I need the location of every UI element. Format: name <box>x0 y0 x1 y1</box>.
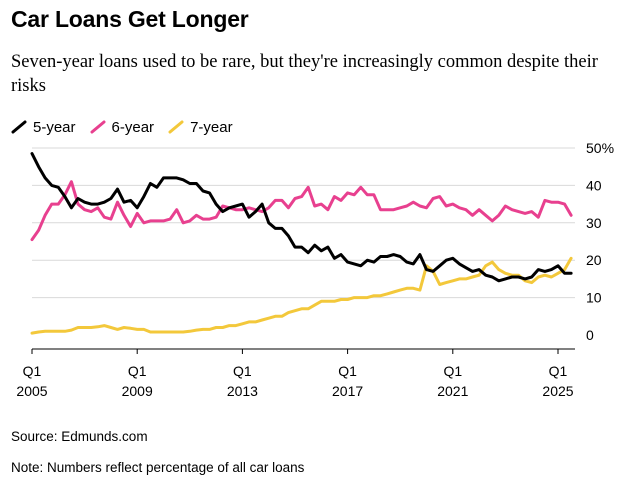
x-tick-label-q-2009: Q1 <box>128 363 147 379</box>
legend-label-7-year: 7-year <box>190 118 233 136</box>
series-line-7-year <box>30 256 573 335</box>
series-line-5-year <box>30 152 573 283</box>
y-tick-label-50: 50% <box>586 140 614 156</box>
x-tick-label-year-2013: 2013 <box>227 383 258 399</box>
footnote: Note: Numbers reflect percentage of all … <box>11 460 305 475</box>
y-tick-label-0: 0 <box>586 327 594 343</box>
legend-swatch-6-year <box>90 120 106 134</box>
chart-subtitle: Seven-year loans used to be rare, but th… <box>11 52 598 96</box>
x-tick-label-q-2021: Q1 <box>443 363 462 379</box>
x-tick-label-q-2005: Q1 <box>23 363 42 379</box>
legend: 5-year 6-year 7-year <box>11 117 247 137</box>
legend-item-7-year: 7-year <box>168 119 233 136</box>
legend-label-5-year: 5-year <box>33 118 76 136</box>
legend-label-6-year: 6-year <box>111 118 155 136</box>
legend-item-5-year: 5-year <box>11 119 76 136</box>
grid-lines <box>32 147 575 299</box>
series-line-6-year <box>30 180 573 242</box>
x-tick-label-q-2025: Q1 <box>549 363 568 379</box>
y-tick-label-40: 40 <box>586 177 602 193</box>
legend-swatch-7-year <box>168 120 184 134</box>
y-tick-label-20: 20 <box>586 252 602 268</box>
line-chart: 0 10 20 30 40 50% Q1 2005 Q1 2009 Q1 2013 Q1 2017 Q1 20… <box>16 140 614 399</box>
x-tick-label-q-2017: Q1 <box>338 363 357 379</box>
series-lines <box>30 152 573 335</box>
chart-title: Car Loans Get Longer <box>11 6 249 32</box>
x-tick-label-year-2025: 2025 <box>542 383 573 399</box>
x-tick-label-year-2005: 2005 <box>16 383 47 399</box>
source-note: Source: Edmunds.com <box>11 429 148 444</box>
axes: 0 10 20 30 40 50% Q1 2005 Q1 2009 Q1 2013 Q1 2017 Q1 20… <box>16 140 614 399</box>
x-tick-label-q-2013: Q1 <box>233 363 252 379</box>
x-tick-label-year-2017: 2017 <box>332 383 363 399</box>
legend-item-6-year: 6-year <box>90 118 155 136</box>
x-tick-label-year-2009: 2009 <box>122 383 153 399</box>
x-tick-label-year-2021: 2021 <box>437 383 468 399</box>
y-tick-label-10: 10 <box>586 290 602 306</box>
legend-swatch-5-year <box>11 120 27 134</box>
y-tick-label-30: 30 <box>586 215 602 231</box>
